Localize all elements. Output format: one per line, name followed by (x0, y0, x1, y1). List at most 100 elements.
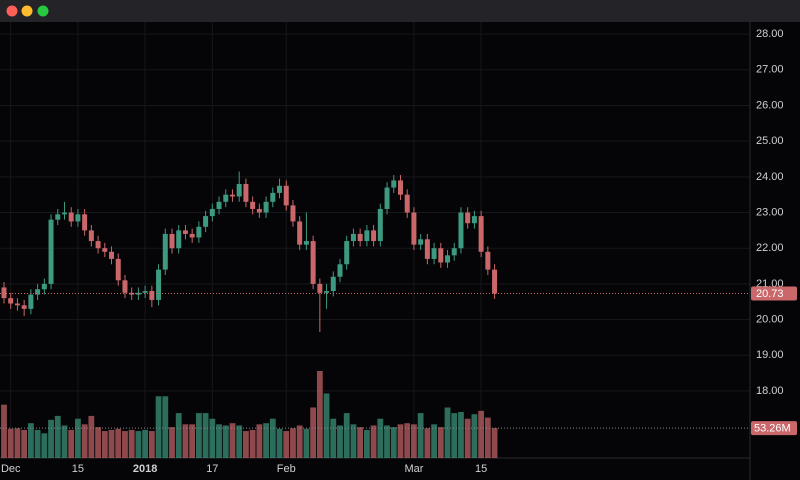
y-tick-label: 26.00 (756, 99, 784, 111)
candle-body (122, 280, 128, 293)
volume-bar (464, 418, 471, 458)
candle-body (431, 248, 437, 259)
volume-bar (54, 415, 61, 458)
candle-body (330, 276, 336, 292)
volume-bar (343, 413, 350, 458)
candle-body (270, 192, 276, 202)
minimize-button[interactable] (21, 5, 33, 17)
candle-body (28, 294, 34, 309)
volume-bar (61, 425, 68, 458)
candle-body (129, 292, 135, 295)
volume-bar (148, 431, 155, 458)
x-tick-label: 15 (475, 463, 487, 475)
x-tick-label: 17 (206, 463, 218, 475)
volume-bar (81, 424, 88, 458)
title-bar (0, 0, 800, 22)
candle-body (397, 180, 403, 195)
candle-body (337, 264, 343, 277)
volume-bar (229, 423, 236, 458)
candle-body (61, 212, 67, 215)
volume-bar (95, 427, 101, 458)
volume-bar (330, 418, 337, 458)
candle-body (283, 185, 289, 206)
volume-bar (209, 418, 216, 458)
volume-bar (458, 411, 464, 458)
candle-body (21, 305, 27, 309)
candle-body (223, 194, 229, 202)
candle-body (263, 201, 269, 213)
volume-bar (484, 417, 491, 458)
candle-body (14, 303, 20, 306)
candle-body (216, 201, 222, 209)
volume-bar (75, 418, 81, 458)
volume-bar (417, 413, 424, 458)
candle-body (88, 230, 94, 242)
volume-bar (122, 431, 128, 458)
candle-body (95, 241, 101, 249)
volume-bar (397, 424, 404, 458)
candle-body (156, 269, 162, 300)
candle-body (109, 251, 115, 259)
x-tick-label: Feb (277, 463, 296, 475)
candle-body (411, 212, 417, 245)
volume-bar (256, 424, 263, 458)
volume-bar (491, 428, 498, 458)
volume-bar (323, 393, 330, 458)
volume-bar (202, 413, 209, 458)
volume-bar (276, 428, 283, 458)
y-tick-label: 20.00 (756, 313, 784, 325)
candle-body (243, 183, 249, 202)
volume-bar (169, 427, 175, 458)
y-tick-label: 24.00 (756, 171, 784, 183)
volume-bar (27, 423, 34, 458)
volume-bar (478, 410, 485, 458)
volume-bar (236, 425, 243, 458)
candle-body (1, 287, 7, 299)
volume-bar (68, 429, 75, 458)
volume-bar (175, 413, 182, 458)
candle-body (445, 255, 451, 263)
volume-bar (296, 425, 303, 458)
volume-bar (249, 429, 256, 458)
y-tick-label: 19.00 (756, 349, 784, 361)
candle-body (189, 233, 195, 238)
candle-body (35, 289, 41, 295)
candle-body (317, 283, 323, 293)
candle-body (438, 248, 444, 263)
y-tick-label: 22.00 (756, 242, 784, 254)
volume-bar (48, 419, 54, 458)
candle-body (458, 212, 464, 249)
y-tick-label: 27.00 (756, 64, 784, 76)
candle-body (384, 187, 390, 209)
volume-bar (471, 414, 478, 458)
candle-body (41, 283, 47, 290)
candle-body (371, 230, 377, 242)
candle-body (169, 233, 175, 249)
last-price-box (751, 286, 797, 301)
close-button[interactable] (6, 5, 18, 17)
volume-bar (384, 425, 390, 458)
volume-bar (182, 424, 189, 458)
volume-bar (7, 428, 14, 458)
volume-bar (363, 429, 370, 458)
candle-body (182, 230, 188, 234)
candle-body (250, 201, 256, 209)
x-tick-label: 2018 (133, 463, 157, 475)
volume-bar (14, 428, 21, 458)
volume-bar (128, 429, 135, 458)
volume-bar (155, 396, 162, 458)
candle-body (68, 212, 74, 222)
candle-body (149, 291, 155, 300)
x-tick-label: 15 (72, 463, 84, 475)
candle-body (82, 214, 88, 231)
zoom-button[interactable] (37, 5, 49, 17)
y-tick-label: 25.00 (756, 135, 784, 147)
candle-body (297, 221, 303, 245)
volume-bar (337, 425, 343, 458)
last-price-label: 20.73 (756, 288, 784, 300)
volume-bar (431, 424, 437, 458)
volume-bar (283, 431, 290, 458)
candle-body (209, 208, 215, 217)
volume-bar (142, 429, 149, 458)
